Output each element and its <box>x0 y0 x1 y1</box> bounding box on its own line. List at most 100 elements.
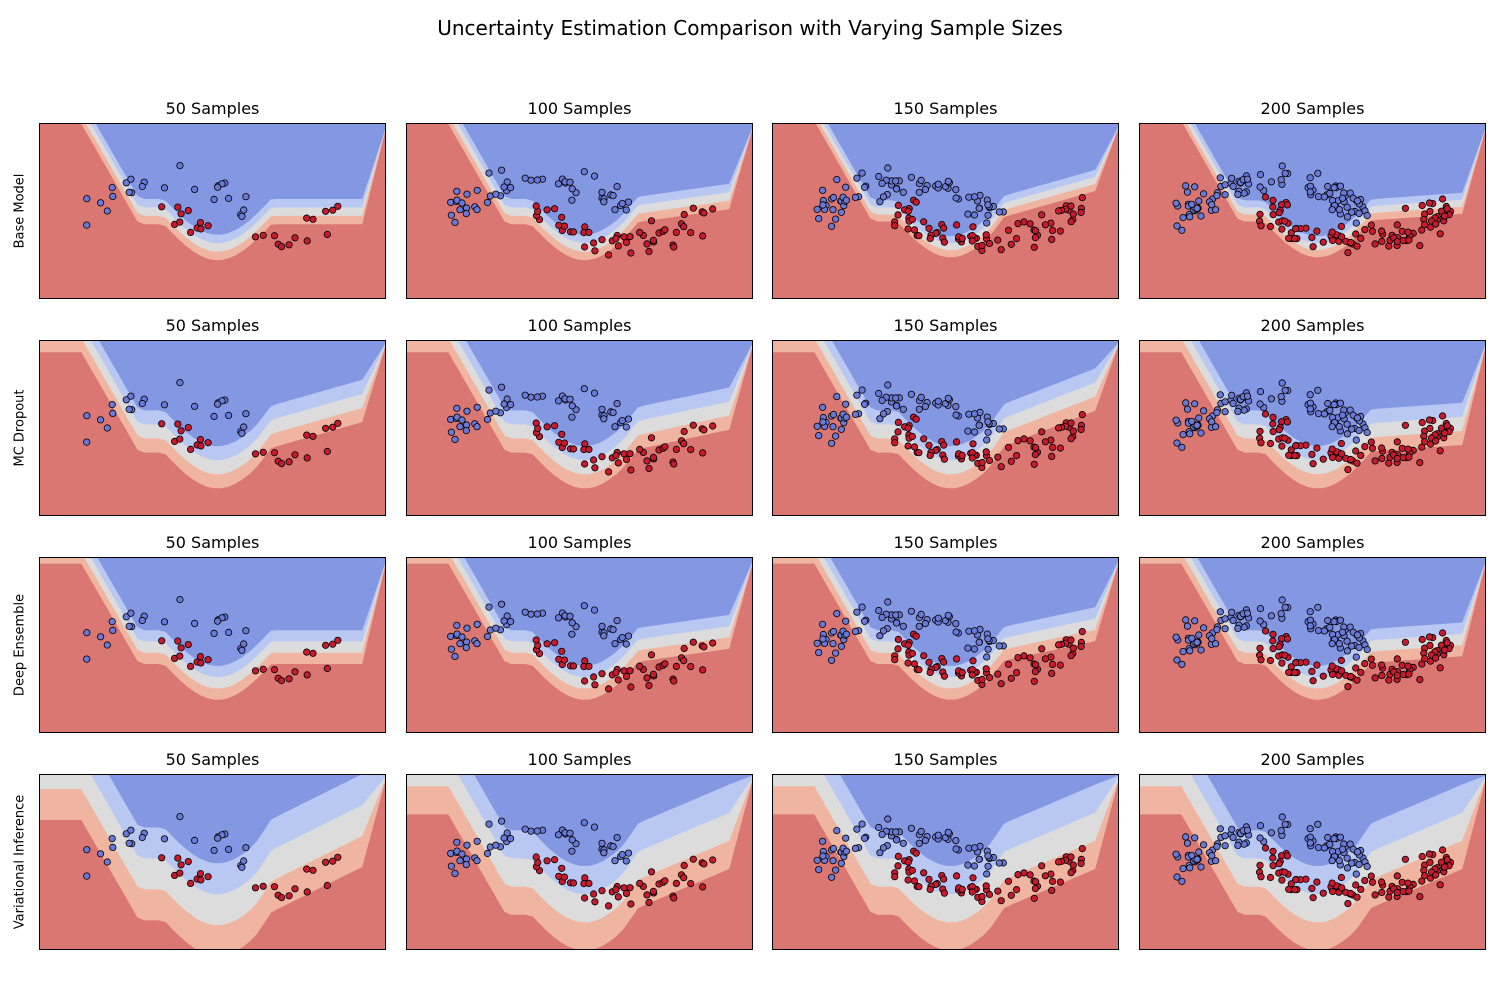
data-point-class1 <box>1378 671 1386 680</box>
data-point-class1 <box>1337 439 1345 448</box>
data-point-class1 <box>904 641 912 649</box>
subplot-panel <box>772 123 1119 299</box>
data-point-class0 <box>892 836 901 844</box>
data-point-class1 <box>1401 855 1409 863</box>
data-point-class0 <box>1234 841 1242 850</box>
data-point-class1 <box>251 450 260 458</box>
data-point-class1 <box>1261 627 1270 635</box>
data-point-class0 <box>613 833 621 842</box>
data-point-class1 <box>958 451 966 460</box>
data-point-class1 <box>699 666 707 674</box>
data-point-class0 <box>1343 203 1351 211</box>
data-point-class0 <box>242 627 250 635</box>
data-point-class0 <box>964 210 972 218</box>
subplot-panel <box>1139 774 1486 950</box>
data-point-class0 <box>875 823 883 832</box>
data-point-class1 <box>1269 847 1277 855</box>
data-point-class0 <box>103 641 111 649</box>
data-point-class1 <box>1048 877 1057 886</box>
data-point-class1 <box>1067 202 1075 210</box>
data-point-class0 <box>507 400 515 409</box>
data-point-class1 <box>1041 655 1049 663</box>
data-point-class0 <box>566 612 574 620</box>
data-point-class0 <box>214 183 222 191</box>
data-point-class1 <box>321 858 330 866</box>
data-point-class0 <box>818 403 827 411</box>
data-point-class1 <box>1281 217 1289 225</box>
data-point-class1 <box>1328 662 1336 670</box>
data-point-class1 <box>969 440 977 448</box>
data-point-class1 <box>1269 428 1277 436</box>
data-point-class1 <box>1285 668 1293 676</box>
data-point-class0 <box>492 624 500 632</box>
data-point-class0 <box>160 184 169 192</box>
data-point-class0 <box>915 188 923 196</box>
data-point-class0 <box>984 201 992 209</box>
subplot-panel <box>1139 557 1486 733</box>
data-point-class1 <box>920 652 928 660</box>
data-point-class0 <box>103 207 111 215</box>
data-point-class1 <box>953 655 961 663</box>
data-point-class0 <box>462 644 470 652</box>
data-point-class1 <box>680 644 688 653</box>
data-point-class1 <box>1004 877 1013 885</box>
data-point-class1 <box>598 453 606 461</box>
data-point-class1 <box>187 445 195 454</box>
data-point-class1 <box>177 861 185 869</box>
data-point-class1 <box>891 873 899 881</box>
data-point-class1 <box>590 456 598 464</box>
data-point-class1 <box>969 874 977 882</box>
data-point-class1 <box>329 640 337 648</box>
data-point-class1 <box>1014 871 1022 879</box>
data-point-class1 <box>699 232 707 240</box>
data-point-class0 <box>1179 214 1187 222</box>
decision-plot <box>407 558 752 732</box>
data-point-class0 <box>624 849 633 857</box>
data-point-class0 <box>1314 193 1323 201</box>
data-point-class1 <box>551 639 559 647</box>
data-point-class1 <box>278 894 286 902</box>
data-point-class1 <box>1309 243 1317 251</box>
data-point-class1 <box>303 454 311 462</box>
data-point-class0 <box>1173 656 1181 664</box>
data-point-class0 <box>108 183 116 192</box>
data-point-class0 <box>447 849 455 858</box>
panel-title: 150 Samples <box>893 316 998 335</box>
data-point-class1 <box>1256 210 1264 218</box>
data-point-class0 <box>813 422 821 430</box>
data-point-class0 <box>1195 197 1203 205</box>
panel-title: 200 Samples <box>1260 99 1365 118</box>
data-point-class0 <box>1343 420 1351 428</box>
data-point-class0 <box>109 409 117 418</box>
data-point-class0 <box>447 645 456 653</box>
data-point-class0 <box>160 401 169 409</box>
data-point-class0 <box>1314 169 1322 177</box>
data-point-class0 <box>458 199 466 207</box>
data-point-class0 <box>1267 178 1275 186</box>
data-point-class0 <box>1326 189 1334 198</box>
data-point-class1 <box>1269 196 1277 204</box>
data-point-class1 <box>649 670 657 679</box>
data-point-class0 <box>453 404 461 412</box>
data-point-class0 <box>191 185 199 194</box>
data-point-class0 <box>1178 443 1186 451</box>
panel-title: 50 Samples <box>165 316 260 335</box>
data-point-class0 <box>1229 616 1237 625</box>
data-point-class1 <box>187 228 195 237</box>
data-point-class1 <box>926 668 934 677</box>
data-point-class0 <box>1183 405 1192 413</box>
data-point-class1 <box>997 246 1005 254</box>
data-point-class0 <box>934 397 942 405</box>
data-point-class0 <box>1199 407 1208 415</box>
class0-region <box>407 775 752 866</box>
data-point-class0 <box>1281 386 1289 394</box>
data-point-class0 <box>853 608 861 616</box>
data-point-class1 <box>940 672 948 680</box>
data-point-class0 <box>995 642 1003 650</box>
data-point-class1 <box>1398 227 1406 235</box>
data-point-class1 <box>612 452 620 460</box>
data-point-class1 <box>1352 881 1360 889</box>
data-point-class1 <box>968 671 976 679</box>
data-point-class0 <box>971 410 979 418</box>
data-point-class0 <box>138 833 146 842</box>
